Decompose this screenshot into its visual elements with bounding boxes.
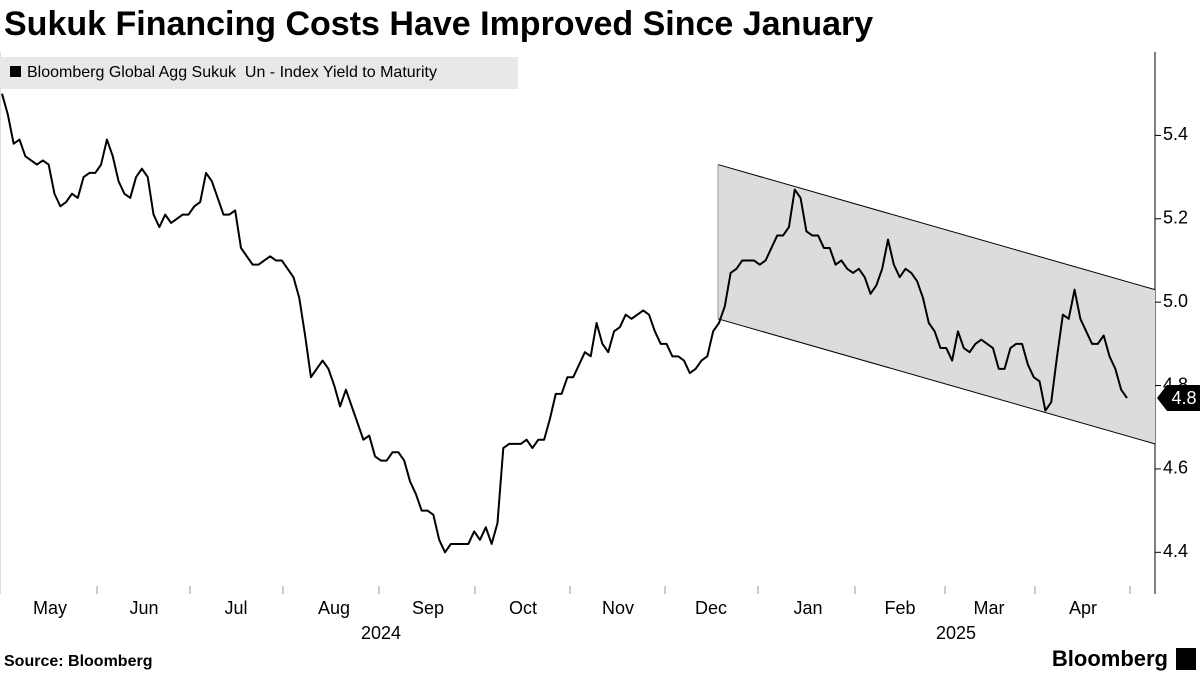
year-label: 2024 [361, 623, 401, 643]
source: Source: Bloomberg [4, 653, 152, 670]
x-tick-label: Jun [129, 598, 158, 618]
y-tick-label: 5.0 [1163, 291, 1188, 311]
x-tick-label: Dec [695, 598, 727, 618]
line [1, 93, 1128, 554]
y-tick-label: 4.4 [1163, 541, 1188, 561]
legend-swatch [10, 66, 21, 77]
chart-title: Sukuk Financing Costs Have Improved Sinc… [4, 5, 873, 43]
legend-label: Bloomberg Global Agg Sukuk Un - Index Yi… [27, 64, 437, 81]
y-tick-label: 4.6 [1163, 458, 1188, 478]
legend-box [0, 57, 518, 89]
x-tick-label: Feb [884, 598, 915, 618]
x-tick-label: May [33, 598, 67, 618]
brand: Bloomberg [1052, 646, 1168, 671]
x-tick-label: Jan [793, 598, 822, 618]
brand-icon [1176, 648, 1196, 670]
y-tick-label: 5.2 [1163, 208, 1188, 228]
x-tick-label: Jul [224, 598, 247, 618]
y-tick-label: 5.4 [1163, 124, 1188, 144]
x-tick-label: Oct [509, 598, 537, 618]
last-value-label: 4.8 [1171, 388, 1196, 408]
channel-upper [717, 164, 1156, 291]
x-tick-label: Sep [412, 598, 444, 618]
x-tick-label: Aug [318, 598, 350, 618]
channel [718, 164, 1155, 444]
x-tick-label: Nov [602, 598, 634, 618]
year-label: 2025 [936, 623, 976, 643]
channel-lower [717, 318, 1156, 445]
x-tick-label: Mar [974, 598, 1005, 618]
last-value-tag [1157, 385, 1200, 412]
x-tick-label: Apr [1069, 598, 1097, 618]
